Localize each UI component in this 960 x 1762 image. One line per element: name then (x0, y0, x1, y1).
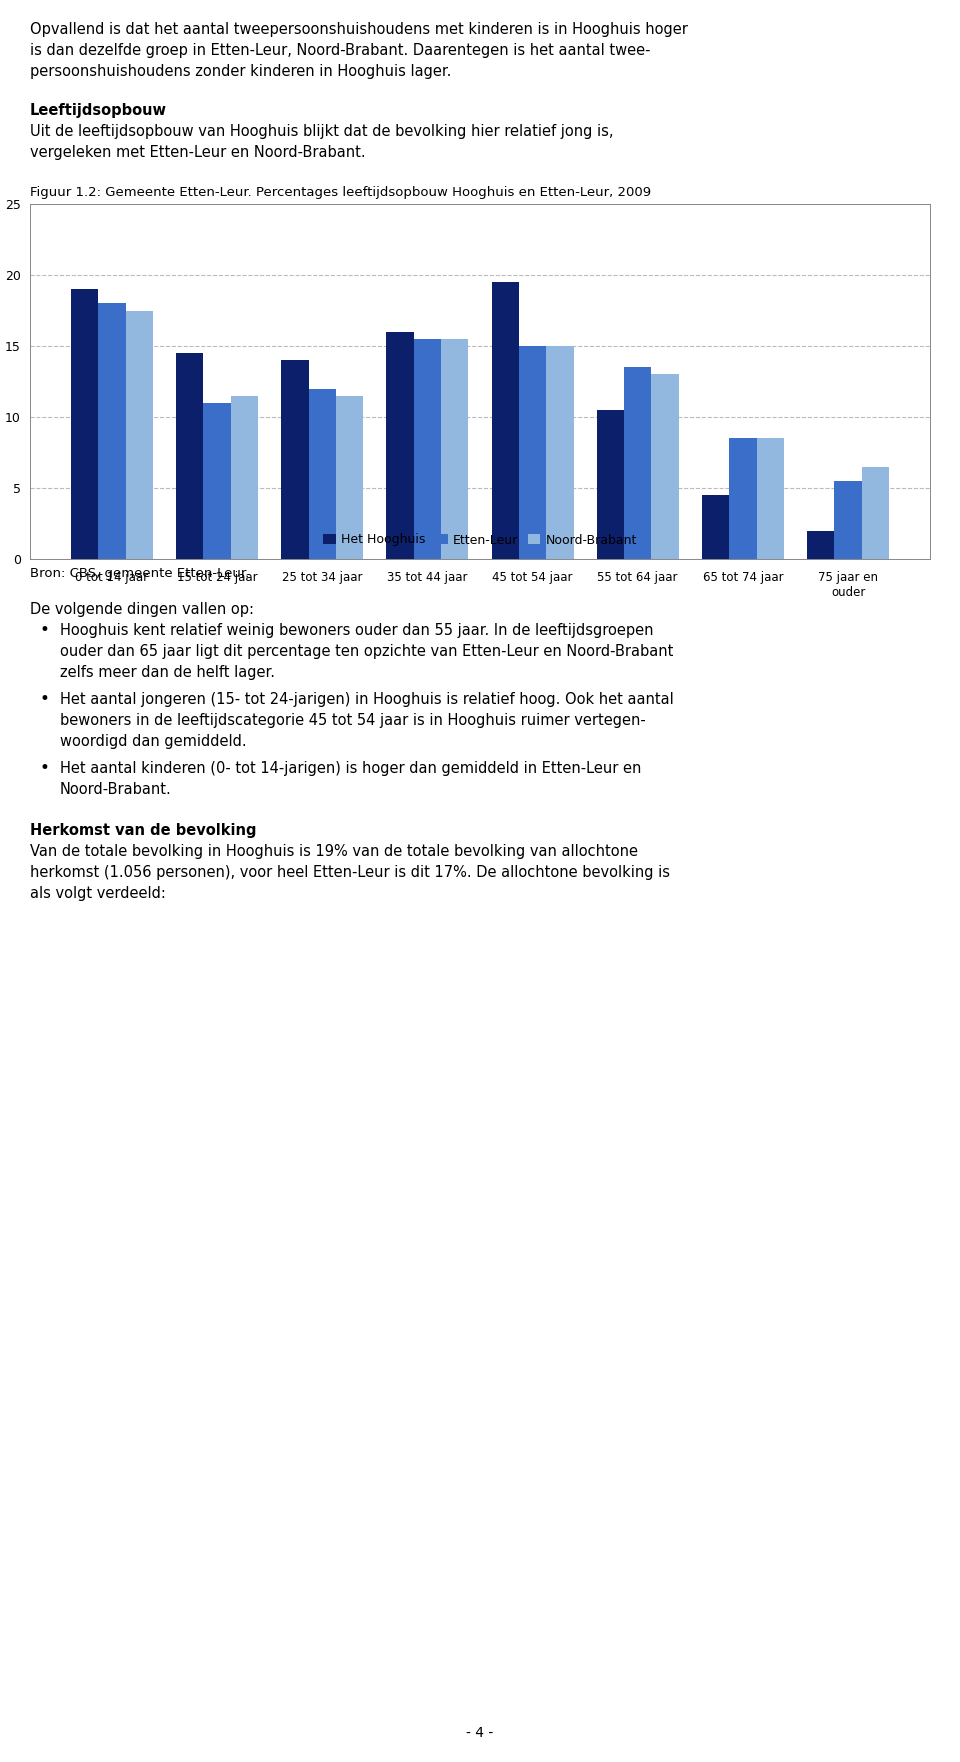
Bar (597, 411, 624, 559)
Text: woordigd dan gemiddeld.: woordigd dan gemiddeld. (60, 735, 247, 749)
Text: is dan dezelfde groep in Etten-Leur, Noord-Brabant. Daarentegen is het aantal tw: is dan dezelfde groep in Etten-Leur, Noo… (30, 42, 651, 58)
Text: •: • (40, 759, 50, 777)
Bar (702, 495, 730, 559)
Text: als volgt verdeeld:: als volgt verdeeld: (30, 886, 166, 900)
Bar (336, 396, 363, 559)
Text: Opvallend is dat het aantal tweepersoonshuishoudens met kinderen is in Hooghuis : Opvallend is dat het aantal tweepersoons… (30, 21, 688, 37)
Text: Noord-Brabant.: Noord-Brabant. (60, 782, 172, 796)
Bar (98, 303, 126, 559)
Text: Hooghuis kent relatief weinig bewoners ouder dan 55 jaar. In de leeftijdsgroepen: Hooghuis kent relatief weinig bewoners o… (60, 624, 654, 638)
Bar (204, 403, 230, 559)
Bar (176, 352, 204, 559)
Text: Herkomst van de bevolking: Herkomst van de bevolking (30, 823, 256, 839)
Legend: Het Hooghuis, Etten-Leur, Noord-Brabant: Het Hooghuis, Etten-Leur, Noord-Brabant (317, 527, 643, 553)
Text: •: • (40, 691, 50, 708)
Bar (387, 331, 414, 559)
Text: •: • (40, 620, 50, 640)
Text: herkomst (1.056 personen), voor heel Etten-Leur is dit 17%. De allochtone bevolk: herkomst (1.056 personen), voor heel Ett… (30, 865, 670, 879)
Text: Van de totale bevolking in Hooghuis is 19% van de totale bevolking van allochton: Van de totale bevolking in Hooghuis is 1… (30, 844, 638, 860)
Text: Bron: CBS, gemeente Etten-Leur.: Bron: CBS, gemeente Etten-Leur. (30, 567, 250, 580)
Text: De volgende dingen vallen op:: De volgende dingen vallen op: (30, 603, 254, 617)
Text: Figuur 1.2: Gemeente Etten-Leur. Percentages leeftijdsopbouw Hooghuis en Etten-L: Figuur 1.2: Gemeente Etten-Leur. Percent… (30, 187, 651, 199)
Bar (414, 338, 441, 559)
Bar (281, 359, 308, 559)
Bar (862, 467, 889, 559)
Bar (624, 366, 652, 559)
Bar (730, 439, 756, 559)
Text: - 4 -: - 4 - (467, 1727, 493, 1741)
Text: vergeleken met Etten-Leur en Noord-Brabant.: vergeleken met Etten-Leur en Noord-Braba… (30, 144, 366, 160)
Text: Leeftijdsopbouw: Leeftijdsopbouw (30, 102, 167, 118)
Bar (519, 345, 546, 559)
Bar (71, 289, 98, 559)
Text: Uit de leeftijdsopbouw van Hooghuis blijkt dat de bevolking hier relatief jong i: Uit de leeftijdsopbouw van Hooghuis blij… (30, 123, 613, 139)
Text: ouder dan 65 jaar ligt dit percentage ten opzichte van Etten-Leur en Noord-Braba: ouder dan 65 jaar ligt dit percentage te… (60, 643, 673, 659)
Bar (807, 530, 834, 559)
Bar (492, 282, 519, 559)
Bar (546, 345, 573, 559)
Bar (308, 389, 336, 559)
Text: persoonshuishoudens zonder kinderen in Hooghuis lager.: persoonshuishoudens zonder kinderen in H… (30, 63, 451, 79)
Bar (834, 481, 862, 559)
Text: zelfs meer dan de helft lager.: zelfs meer dan de helft lager. (60, 664, 275, 680)
Bar (126, 310, 153, 559)
Bar (441, 338, 468, 559)
Bar (652, 374, 679, 559)
Text: Het aantal kinderen (0- tot 14-jarigen) is hoger dan gemiddeld in Etten-Leur en: Het aantal kinderen (0- tot 14-jarigen) … (60, 761, 641, 775)
Text: bewoners in de leeftijdscategorie 45 tot 54 jaar is in Hooghuis ruimer vertegen-: bewoners in de leeftijdscategorie 45 tot… (60, 714, 646, 728)
Bar (230, 396, 258, 559)
Text: Het aantal jongeren (15- tot 24-jarigen) in Hooghuis is relatief hoog. Ook het a: Het aantal jongeren (15- tot 24-jarigen)… (60, 692, 674, 707)
Bar (756, 439, 784, 559)
